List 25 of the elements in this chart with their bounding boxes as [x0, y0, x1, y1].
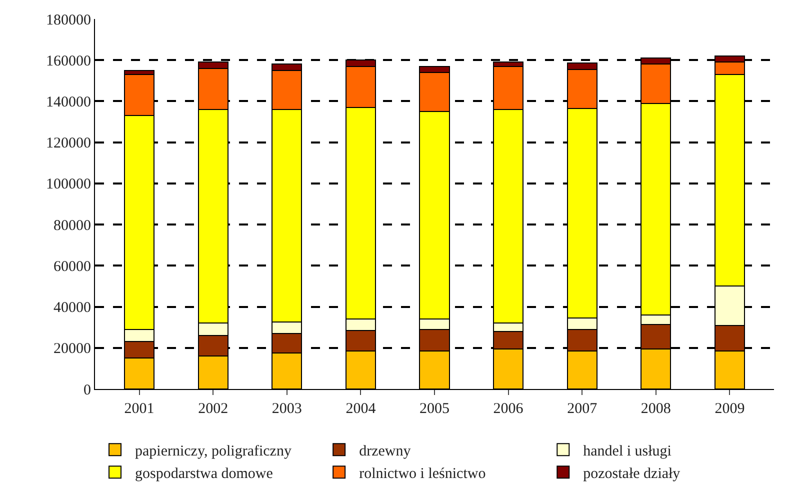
legend-label: pozostałe działy [583, 466, 681, 482]
y-tick-label: 100000 [46, 176, 91, 193]
x-tick-label: 2008 [640, 401, 671, 417]
legend-label: papierniczy, poligraficzny [135, 444, 292, 460]
x-tick-label: 2002 [198, 401, 228, 417]
legend-label: gospodarstwa domowe [135, 466, 274, 482]
x-tick-label: 2009 [714, 401, 745, 417]
y-tick-label: 120000 [46, 136, 91, 152]
x-tick-label: 2007 [567, 401, 598, 417]
y-tick-label: 80000 [54, 218, 91, 234]
y-tick-label: 40000 [54, 300, 91, 316]
y-tick-label: 160000 [46, 53, 91, 70]
legend-label: rolnictwo i leśnictwo [359, 466, 486, 482]
y-tick-label: 20000 [54, 341, 91, 358]
x-tick-label: 2005 [420, 401, 450, 417]
legend-label: drzewny [359, 444, 412, 460]
y-tick-label: 60000 [54, 258, 91, 275]
y-tick-label: 180000 [46, 12, 91, 28]
x-tick-label: 2003 [272, 401, 302, 417]
x-tick-label: 2006 [493, 401, 524, 417]
y-tick-label: 0 [84, 382, 91, 398]
x-tick-label: 2001 [124, 401, 154, 417]
legend-label: handel i usługi [583, 444, 672, 460]
y-tick-label: 140000 [46, 94, 91, 110]
x-tick-label: 2004 [346, 401, 376, 417]
